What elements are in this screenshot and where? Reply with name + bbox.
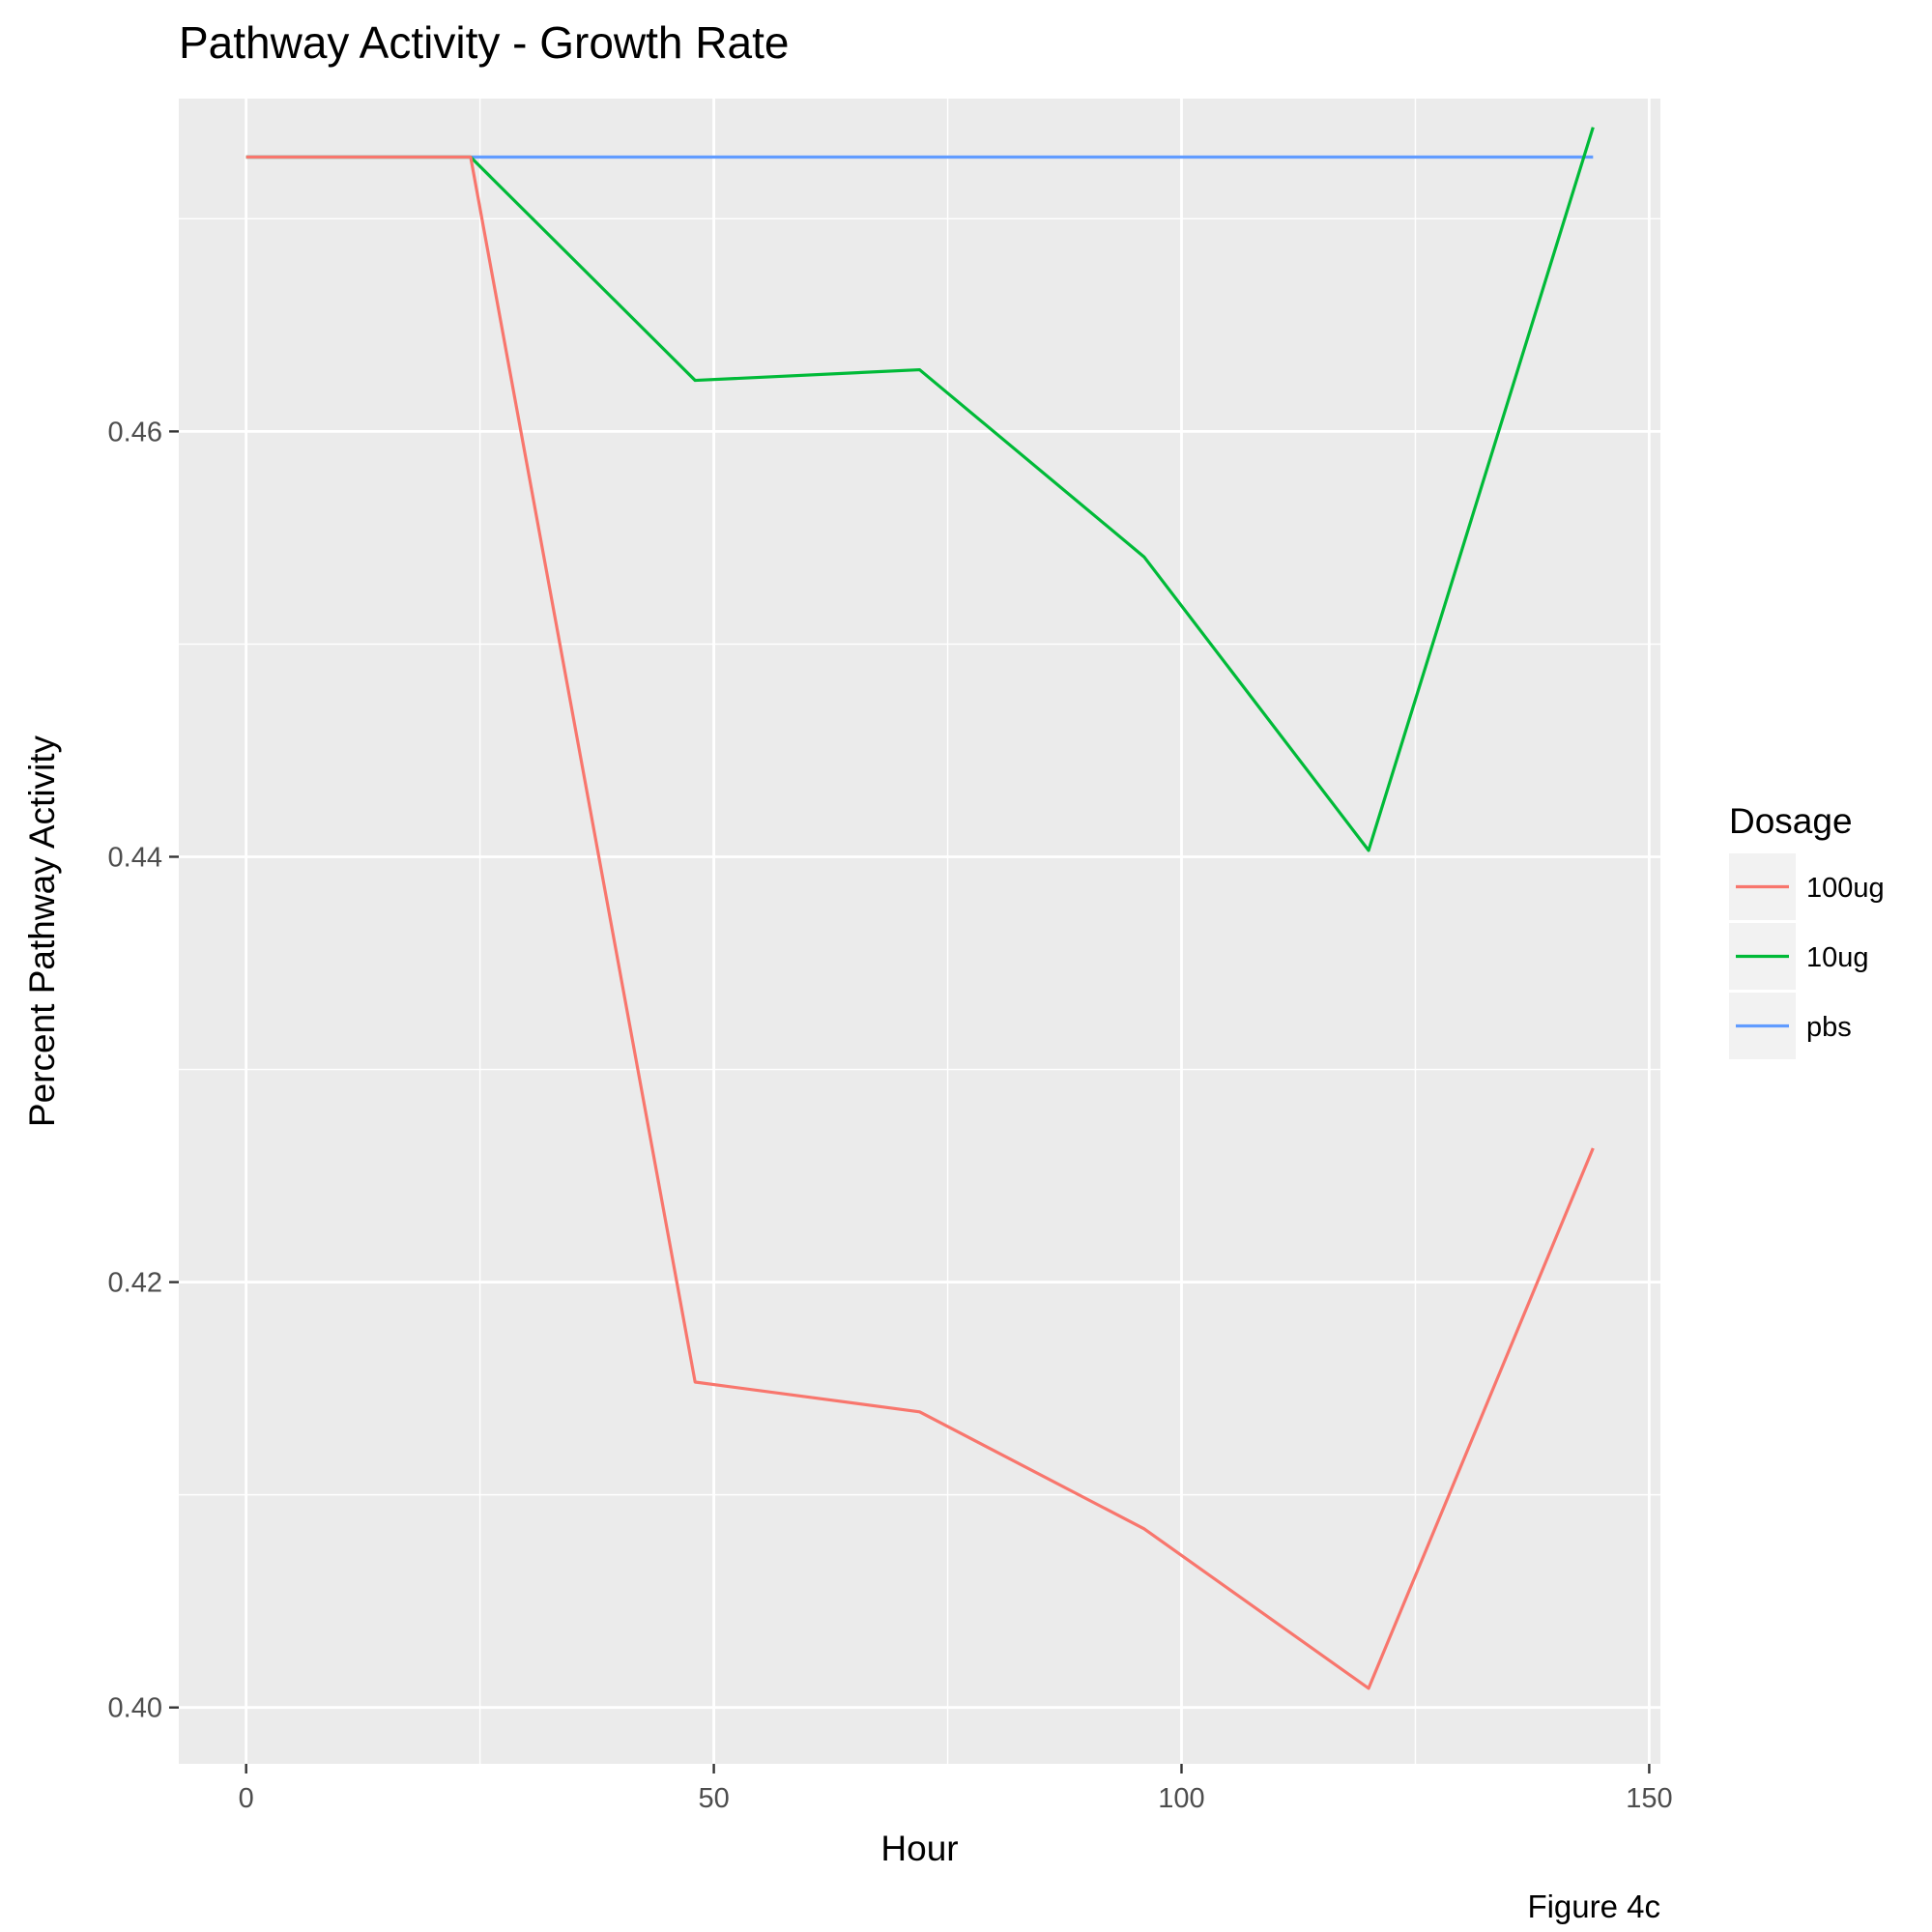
x-tick-label: 150 bbox=[1626, 1783, 1672, 1814]
legend-label-10ug: 10ug bbox=[1806, 942, 1869, 973]
x-tick-label: 50 bbox=[698, 1783, 729, 1814]
y-axis-title: Percent Pathway Activity bbox=[22, 735, 62, 1127]
legend-title: Dosage bbox=[1729, 801, 1853, 841]
x-tick-label: 0 bbox=[239, 1783, 254, 1814]
legend-items: 100ug 10ug pbs bbox=[1729, 853, 1885, 1059]
x-tick-label: 100 bbox=[1158, 1783, 1204, 1814]
legend-label-pbs: pbs bbox=[1806, 1012, 1852, 1043]
series-line-100ug bbox=[245, 155, 1595, 1690]
legend: Dosage 100ug 10ug pbs bbox=[1729, 801, 1885, 1059]
y-tick-label: 0.46 bbox=[108, 417, 162, 447]
y-tick-label: 0.40 bbox=[108, 1693, 162, 1724]
plot-panel bbox=[179, 99, 1660, 1764]
y-tick-label: 0.42 bbox=[108, 1268, 162, 1299]
minor-gridlines bbox=[179, 99, 1660, 1764]
series-lines bbox=[245, 127, 1595, 1690]
figure-caption: Figure 4c bbox=[1527, 1889, 1660, 1924]
legend-label-100ug: 100ug bbox=[1806, 873, 1885, 904]
x-axis: 0 50 100 150 bbox=[239, 1764, 1673, 1814]
x-axis-title: Hour bbox=[880, 1829, 958, 1868]
y-tick-label: 0.44 bbox=[108, 842, 162, 873]
y-axis: 0.40 0.42 0.44 0.46 bbox=[108, 417, 179, 1724]
chart-title: Pathway Activity - Growth Rate bbox=[179, 17, 789, 68]
major-gridlines bbox=[179, 99, 1660, 1764]
